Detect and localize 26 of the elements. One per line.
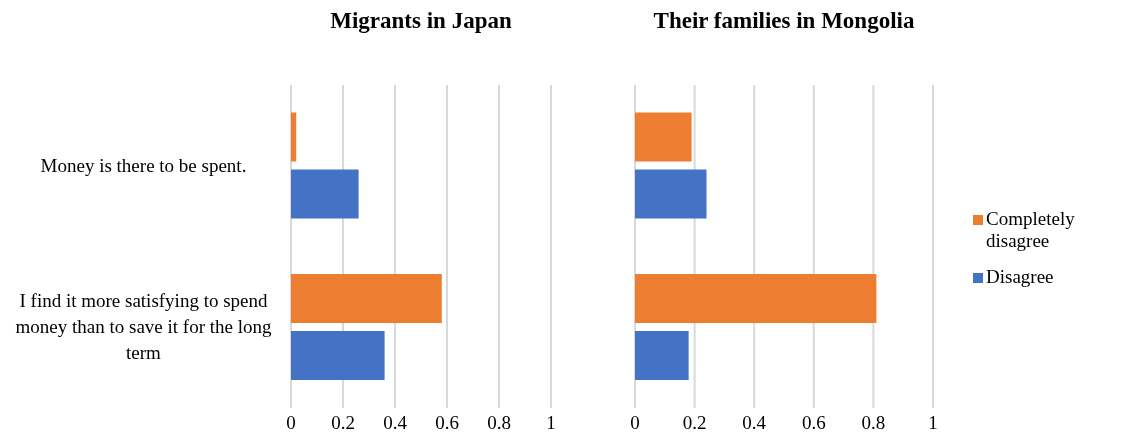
legend-label: Disagree: [986, 266, 1055, 288]
x-tick-label: 0.2: [331, 412, 355, 434]
x-tick-label: 1: [928, 412, 938, 434]
chart-title: Their families in Mongolia: [652, 8, 916, 34]
bar: [291, 330, 385, 380]
x-tick-label: 0.6: [801, 412, 826, 434]
legend-label: Completely disagree: [986, 208, 1076, 252]
x-tick-label: 0: [630, 412, 640, 434]
x-tick-label: 0.8: [487, 412, 511, 434]
chart-title: Migrants in Japan: [329, 8, 513, 34]
x-tick-label: 0.4: [742, 412, 767, 434]
x-tick-label: 0.2: [682, 412, 707, 434]
y-tick-label: Money is there to be spent.: [39, 153, 248, 178]
x-tick-label: 0: [286, 412, 296, 434]
bar: [635, 169, 707, 219]
bar: [635, 273, 877, 323]
x-tick-label: 1: [546, 412, 556, 434]
x-tick-label: 0.8: [861, 412, 886, 434]
bar: [635, 112, 692, 162]
bar: [291, 169, 359, 219]
x-tick-label: 0.6: [435, 412, 459, 434]
y-tick-label: I find it more satisfying to spend money than to save it for the long term: [14, 289, 273, 366]
bar: [291, 273, 442, 323]
bar: [635, 330, 689, 380]
bar: [291, 112, 297, 162]
x-tick-label: 0.4: [383, 412, 408, 434]
